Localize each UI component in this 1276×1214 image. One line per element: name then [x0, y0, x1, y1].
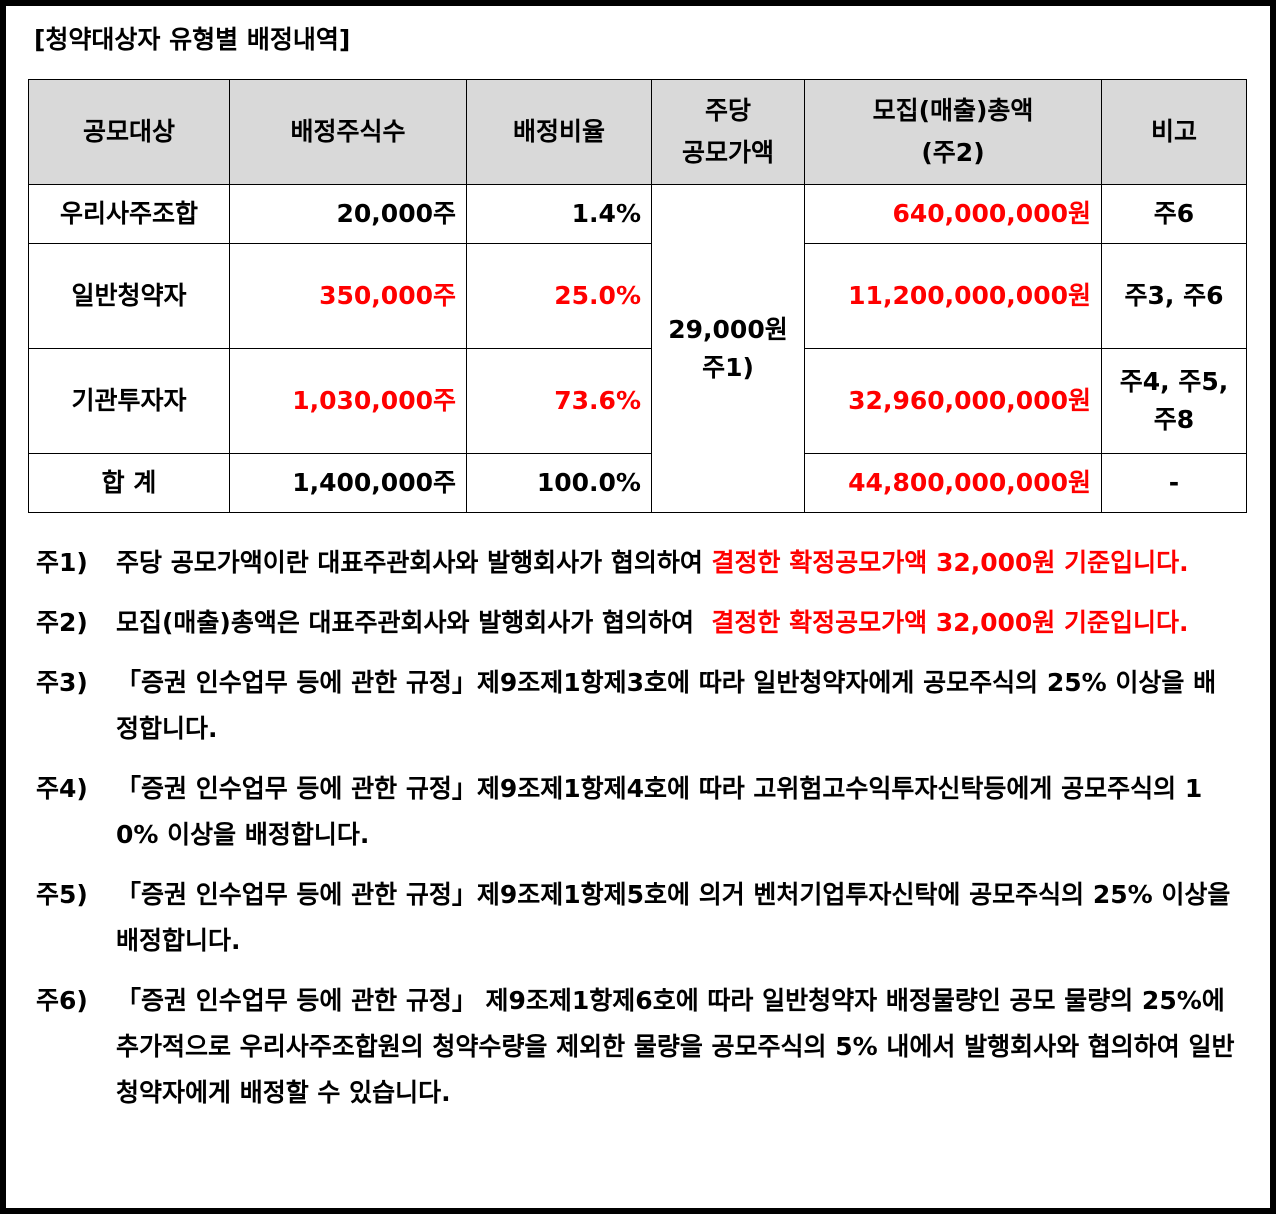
- shares: 1,030,000주: [229, 348, 467, 454]
- shares: 20,000주: [229, 184, 467, 244]
- header-cell: 배정주식수: [229, 79, 467, 185]
- header-text: 공모대상: [82, 117, 175, 146]
- note: 주5) 「증권 인수업무 등에 관한 규정」제9조제1항제5호에 의거 벤처기업투…: [36, 872, 1236, 964]
- target: 일반청약자: [28, 243, 230, 349]
- row: 일반청약자 350,000주 25.0% 11,200,000,000원 주3,…: [28, 243, 1247, 349]
- note-emphasis: 결정한 확정공모가액 32,000원 기준입니다.: [711, 608, 1189, 637]
- header-text: 배정비율: [512, 117, 605, 146]
- ratio: 100.0%: [466, 453, 652, 513]
- price-text: 29,000원: [668, 314, 788, 344]
- note-label: 주1): [36, 548, 88, 577]
- header-cell: 공모대상: [28, 79, 230, 185]
- ratio: 73.6%: [466, 348, 652, 454]
- ratio: 25.0%: [466, 243, 652, 349]
- note-label: 주3): [36, 668, 88, 697]
- note-text: 「증권 인수업무 등에 관한 규정」제9조제1항제4호에 따라 고위험고수익투자…: [116, 774, 1203, 849]
- shares: 350,000주: [229, 243, 467, 349]
- remark: 주4, 주5, 주8: [1101, 348, 1247, 454]
- amount: 44,800,000,000원: [804, 453, 1102, 513]
- note-label: 주6): [36, 986, 88, 1015]
- note-text: 모집(매출)총액은 대표주관회사와 발행회사가 협의하여: [116, 608, 712, 637]
- target: 우리사주조합: [28, 184, 230, 244]
- remark-text: 주6: [1153, 199, 1195, 228]
- note-text: 「증권 인수업무 등에 관한 규정」 제9조제1항제6호에 따라 일반청약자 배…: [116, 986, 1235, 1107]
- price-text: 주1): [702, 352, 754, 382]
- header-cell: 모집(매출)총액 (주2): [804, 79, 1102, 185]
- header-text: 주당: [704, 96, 751, 125]
- notes: 주1) 주당 공모가액이란 대표주관회사와 발행회사가 협의하여 결정한 확정공모…: [36, 540, 1236, 1130]
- note: 주4) 「증권 인수업무 등에 관한 규정」제9조제1항제4호에 따라 고위험고수…: [36, 766, 1236, 858]
- header-cell: 배정비율: [466, 79, 652, 185]
- header-text: 공모가액: [681, 138, 774, 167]
- row: 합 계 1,400,000주 100.0% 44,800,000,000원 -: [28, 453, 1247, 513]
- remark: 주6: [1101, 184, 1247, 244]
- note: 주3) 「증권 인수업무 등에 관한 규정」제9조제1항제3호에 따라 일반청약자…: [36, 660, 1236, 752]
- remark-text: 주8: [1153, 405, 1195, 434]
- header-text: 비고: [1150, 117, 1197, 146]
- header-text: (주2): [921, 138, 985, 167]
- remark: 주3, 주6: [1101, 243, 1247, 349]
- amount: 640,000,000원: [804, 184, 1102, 244]
- note-label: 주4): [36, 774, 88, 803]
- note-text: 주당 공모가액이란 대표주관회사와 발행회사가 협의하여: [116, 548, 712, 577]
- header-text: 배정주식수: [290, 117, 406, 146]
- target: 합 계: [28, 453, 230, 513]
- note: 주1) 주당 공모가액이란 대표주관회사와 발행회사가 협의하여 결정한 확정공모…: [36, 540, 1236, 586]
- remark: -: [1101, 453, 1247, 513]
- note-label: 주5): [36, 880, 88, 909]
- row: 기관투자자 1,030,000주 73.6% 32,960,000,000원 주…: [28, 348, 1247, 454]
- note: 주6) 「증권 인수업무 등에 관한 규정」 제9조제1항제6호에 따라 일반청약…: [36, 978, 1236, 1116]
- note: 주2) 모집(매출)총액은 대표주관회사와 발행회사가 협의하여 결정한 확정공모…: [36, 600, 1236, 646]
- header-cell: 비고: [1101, 79, 1247, 185]
- target: 기관투자자: [28, 348, 230, 454]
- amount: 11,200,000,000원: [804, 243, 1102, 349]
- section-title: [청약대상자 유형별 배정내역]: [34, 25, 351, 54]
- remark-text: 주4, 주5,: [1119, 367, 1229, 396]
- note-text: 「증권 인수업무 등에 관한 규정」제9조제1항제3호에 따라 일반청약자에게 …: [116, 668, 1217, 743]
- shares: 1,400,000주: [229, 453, 467, 513]
- amount: 32,960,000,000원: [804, 348, 1102, 454]
- remark-text: 주3, 주6: [1124, 281, 1224, 310]
- note-label: 주2): [36, 608, 88, 637]
- header-text: 모집(매출)총액: [872, 96, 1034, 125]
- note-text: 「증권 인수업무 등에 관한 규정」제9조제1항제5호에 의거 벤처기업투자신탁…: [116, 880, 1231, 955]
- ratio: 1.4%: [466, 184, 652, 244]
- remark-text: -: [1168, 468, 1180, 497]
- note-emphasis: 결정한 확정공모가액 32,000원 기준입니다.: [711, 548, 1189, 577]
